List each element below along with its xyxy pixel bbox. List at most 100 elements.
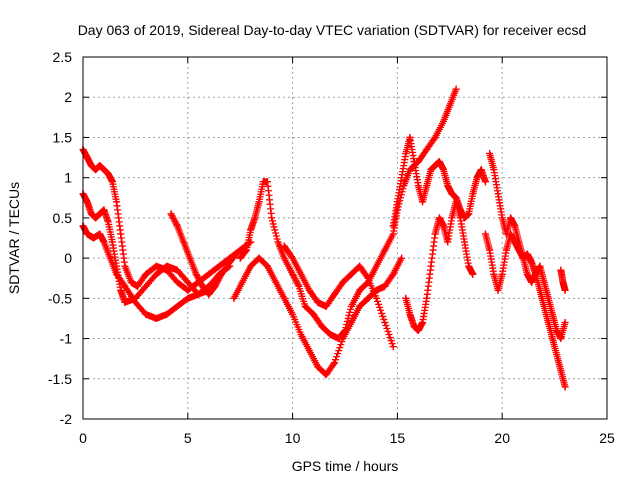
data-point (198, 282, 206, 290)
data-point (211, 282, 219, 290)
data-point (113, 270, 121, 278)
data-point (280, 254, 288, 262)
data-point (465, 210, 473, 218)
data-points (79, 85, 569, 391)
series-arc-5 (236, 85, 460, 343)
data-point (87, 162, 95, 170)
data-point (104, 218, 112, 226)
data-point (280, 294, 288, 302)
y-tick-label: -1.5 (48, 371, 72, 387)
data-point (364, 274, 372, 282)
data-point (561, 318, 569, 326)
data-point (339, 278, 347, 286)
data-point (469, 270, 477, 278)
data-point (356, 286, 364, 294)
y-tick-label: -0.5 (48, 290, 72, 306)
data-point (561, 286, 569, 294)
series-arc-4 (167, 210, 240, 298)
data-point (481, 178, 489, 186)
data-point (519, 254, 527, 262)
data-point (295, 282, 303, 290)
data-point (507, 230, 515, 238)
data-point (473, 174, 481, 182)
data-point (314, 298, 322, 306)
data-point (389, 230, 397, 238)
data-point (247, 226, 255, 234)
data-point (406, 133, 414, 141)
data-point (419, 318, 427, 326)
data-point (423, 146, 431, 154)
data-point (356, 262, 364, 270)
data-point (192, 270, 200, 278)
data-point (152, 270, 160, 278)
data-point (184, 278, 192, 286)
data-point (331, 359, 339, 367)
data-point (100, 206, 108, 214)
data-point (410, 158, 418, 166)
data-point (301, 302, 309, 310)
data-point (322, 371, 330, 379)
y-tick-label: 1.5 (53, 129, 73, 145)
data-point (280, 242, 288, 250)
data-point (347, 270, 355, 278)
data-point (100, 238, 108, 246)
data-point (372, 262, 380, 270)
data-point (96, 210, 104, 218)
data-point (163, 310, 171, 318)
data-point (322, 302, 330, 310)
data-point (372, 294, 380, 302)
data-point (389, 270, 397, 278)
data-point (100, 166, 108, 174)
data-point (127, 278, 135, 286)
data-point (215, 262, 223, 270)
x-tick-labels: 0 5 10 15 20 25 (79, 430, 615, 446)
data-point (440, 222, 448, 230)
data-point (540, 302, 548, 310)
data-point (186, 254, 194, 262)
data-point (389, 222, 397, 230)
data-point (544, 294, 552, 302)
data-point (557, 266, 565, 274)
data-point (532, 270, 540, 278)
data-point (553, 327, 561, 335)
data-point (559, 278, 567, 286)
data-point (268, 214, 276, 222)
data-point (406, 310, 414, 318)
data-point (289, 310, 297, 318)
data-point (173, 278, 181, 286)
data-point (427, 166, 435, 174)
x-tick-label: 10 (285, 430, 301, 446)
data-point (217, 270, 225, 278)
data-point (549, 310, 557, 318)
data-point (528, 258, 536, 266)
data-point (131, 298, 139, 306)
data-point (108, 238, 116, 246)
data-point (469, 190, 477, 198)
series-arc-7 (280, 242, 397, 351)
data-point (121, 262, 129, 270)
data-point (398, 254, 406, 262)
data-point (238, 278, 246, 286)
data-point (167, 210, 175, 218)
data-point (452, 85, 460, 93)
data-point (83, 198, 91, 206)
data-point (305, 347, 313, 355)
data-point (106, 254, 114, 262)
data-point (133, 282, 141, 290)
data-point (511, 222, 519, 230)
y-tick-label: 0 (64, 250, 72, 266)
data-point (236, 246, 244, 254)
data-point (486, 246, 494, 254)
data-point (494, 190, 502, 198)
data-point (173, 222, 181, 230)
data-point (448, 214, 456, 222)
data-point (314, 363, 322, 371)
data-point (242, 246, 250, 254)
series-arc-8 (389, 133, 489, 230)
data-point (557, 367, 565, 375)
data-point (540, 278, 548, 286)
data-point (331, 290, 339, 298)
data-point (431, 162, 439, 170)
data-point (427, 262, 435, 270)
data-point (490, 270, 498, 278)
